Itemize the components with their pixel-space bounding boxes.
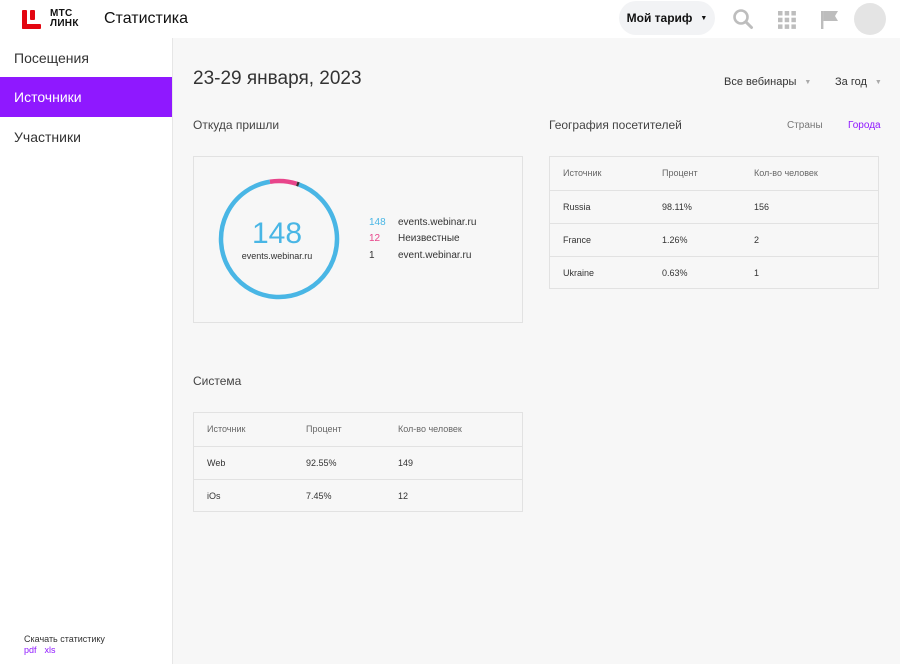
donut-segment: [218, 179, 340, 300]
legend-name: Неизвестные: [398, 233, 460, 244]
table-cell: iOs: [207, 490, 221, 501]
table-cell: 1.26%: [649, 223, 741, 257]
table-header-row: Источник Процент Кол-во человек: [550, 157, 878, 191]
table-row: iOs 7.45% 12: [194, 479, 522, 512]
column-header: Кол-во человек: [385, 413, 522, 447]
table-cell: 92.55%: [293, 446, 385, 480]
donut-segment: [296, 181, 300, 187]
download-label: Скачать статистику: [24, 634, 105, 644]
logo-mark-icon: [22, 9, 42, 29]
table-row: Web 92.55% 149: [194, 446, 522, 480]
legend-name: event.webinar.ru: [398, 250, 472, 261]
system-section-title: Система: [193, 374, 242, 388]
legend-count: 12: [369, 233, 381, 244]
donut-total-value: 148: [251, 217, 303, 250]
table-cell: 0.63%: [662, 267, 688, 278]
system-table: Источник Процент Кол-во человек Web 92.5…: [193, 412, 523, 512]
my-tariff-button[interactable]: Мой тариф ▼: [619, 1, 715, 35]
period-filter-value: За год: [835, 76, 867, 88]
sources-section-title: Откуда пришли: [193, 118, 280, 132]
legend-item: 1 event.webinar.ru: [369, 250, 471, 264]
chevron-down-icon: ▼: [874, 78, 882, 86]
sidebar-item-sources[interactable]: Источники: [0, 77, 172, 117]
geo-section-title: География посетителей: [549, 118, 682, 132]
tab-countries[interactable]: Страны: [787, 120, 823, 131]
download-stats: Скачать статистику pdf xls: [24, 634, 105, 656]
table-cell: 1: [754, 267, 760, 278]
sidebar-item-visits[interactable]: Посещения: [0, 38, 172, 78]
table-cell: 2: [741, 223, 878, 257]
legend-count: 1: [369, 250, 375, 261]
table-cell: Web: [194, 446, 293, 480]
sources-card: [193, 156, 523, 323]
logo-text: МТС ЛИНК: [50, 8, 79, 29]
table-cell: 149: [385, 446, 522, 480]
table-cell: 7.45%: [306, 490, 332, 501]
mts-link-logo[interactable]: МТС ЛИНК: [22, 9, 79, 29]
column-header: Процент: [293, 413, 385, 447]
app-title: Статистика: [104, 10, 189, 27]
tariff-label: Мой тариф: [626, 11, 693, 25]
avatar[interactable]: [854, 3, 886, 35]
donut-segment: [269, 178, 298, 186]
chevron-down-icon: ▼: [700, 14, 708, 22]
table-cell: 98.11%: [649, 190, 741, 224]
download-xls-link[interactable]: xls: [44, 645, 56, 655]
table-header-row: Источник Процент Кол-во человек: [194, 413, 522, 447]
table-row: Ukraine 0.63% 1: [550, 256, 878, 289]
top-bar: МТС ЛИНК Статистика Мой тариф ▼: [0, 0, 900, 38]
column-header: Процент: [649, 157, 741, 191]
column-header: Кол-во человек: [741, 157, 878, 191]
sidebar-item-participants[interactable]: Участники: [0, 117, 172, 157]
flag-icon[interactable]: [819, 9, 841, 31]
search-icon[interactable]: [732, 8, 754, 30]
column-header: Источник: [194, 413, 293, 447]
page-title: 23-29 января, 2023: [193, 68, 362, 89]
table-row: France 1.26% 2: [550, 223, 878, 257]
sidebar: Посещения Источники Участники Скачать ст…: [0, 38, 173, 664]
table-cell: France: [550, 223, 649, 257]
chevron-down-icon: ▼: [804, 78, 812, 86]
table-cell: Russia: [550, 190, 649, 224]
column-header: Источник: [550, 157, 649, 191]
geo-table: Источник Процент Кол-во человек Russia 9…: [549, 156, 879, 289]
sources-donut-chart: [218, 178, 340, 300]
legend-count: 148: [369, 217, 386, 228]
legend-item: 148 events.webinar.ru: [369, 217, 476, 231]
table-row: Russia 98.11% 156: [550, 190, 878, 224]
table-cell: Ukraine: [563, 267, 595, 278]
legend-item: 12 Неизвестные: [369, 233, 460, 247]
tab-cities[interactable]: Города: [848, 120, 881, 131]
apps-grid-icon[interactable]: [776, 9, 798, 31]
sidebar-item-label: Посещения: [14, 50, 89, 66]
webinar-filter-dropdown[interactable]: Все вебинары ▼: [724, 76, 811, 88]
download-pdf-link[interactable]: pdf: [24, 645, 37, 655]
table-cell: 12: [398, 490, 409, 501]
legend-name: events.webinar.ru: [398, 217, 477, 228]
sidebar-item-label: Источники: [14, 89, 82, 105]
table-cell: 156: [741, 190, 878, 224]
donut-total-label: events.webinar.ru: [241, 251, 313, 261]
period-filter-dropdown[interactable]: За год ▼: [835, 76, 882, 88]
webinar-filter-value: Все вебинары: [724, 76, 797, 88]
sidebar-item-label: Участники: [14, 129, 81, 145]
